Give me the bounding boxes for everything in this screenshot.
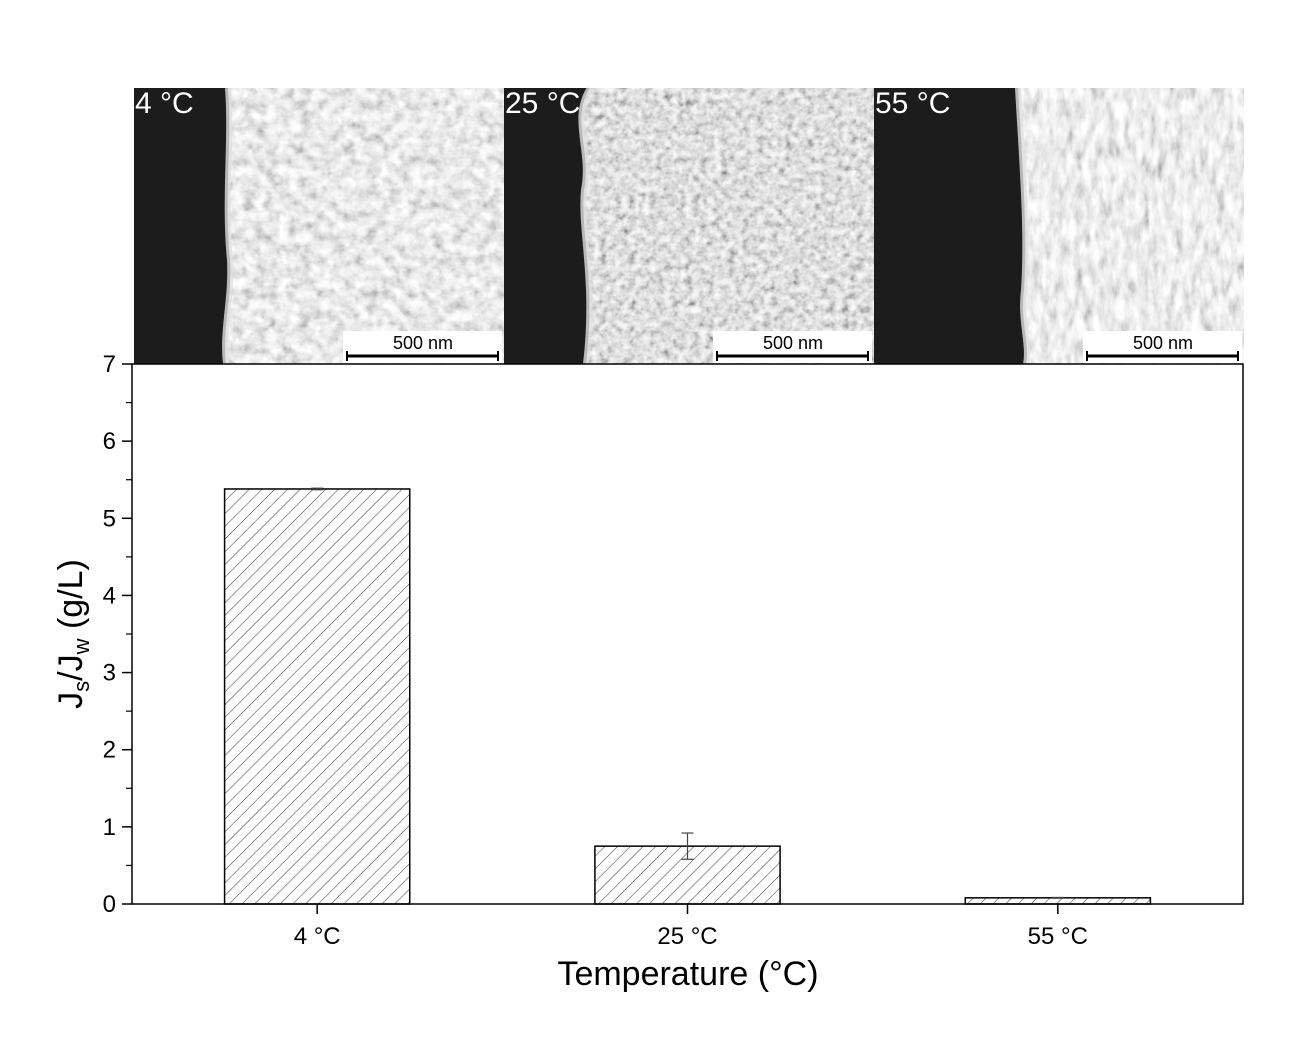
y-tick-label: 2 [103, 737, 116, 764]
micrograph-label: 25 °C [505, 87, 580, 120]
bars [223, 487, 1152, 905]
y-tick-label: 4 [103, 582, 116, 609]
bar [223, 488, 411, 905]
y-tick-label: 3 [103, 660, 116, 687]
bar-chart: 0 1 2 3 4 5 6 7 4 °C 25 °C 55 °C Temperature (°C)… [52, 351, 1244, 993]
x-tick-label: 55 °C [1028, 923, 1088, 950]
scale-bar-label: 500 nm [763, 333, 823, 353]
y-tick-label: 6 [103, 428, 116, 455]
membrane-edge [222, 87, 234, 365]
y-axis: 0 1 2 3 4 5 6 7 [103, 351, 132, 918]
micrograph-background [874, 88, 1027, 364]
x-axis-title: Temperature (°C) [557, 955, 818, 993]
membrane-edge [1015, 87, 1030, 365]
micrograph-panel: 55 °C 500 nm [874, 87, 1244, 365]
micrograph-panel: 4 °C 500 nm [134, 87, 504, 365]
y-tick-label: 7 [103, 351, 116, 378]
y-tick-label: 0 [103, 891, 116, 918]
x-tick-label: 25 °C [657, 923, 717, 950]
y-axis-title: Js/Jw (g/L) [52, 559, 94, 709]
membrane-edge [578, 86, 593, 365]
scale-bar-label: 500 nm [1133, 333, 1193, 353]
scale-bar-box [343, 331, 502, 363]
y-tick-label: 1 [103, 814, 116, 841]
x-tick-label: 4 °C [294, 923, 341, 950]
micrograph-panel: 25 °C 500 nm [504, 86, 874, 365]
scale-bar-box [1083, 331, 1242, 363]
micrograph-label: 4 °C [135, 87, 194, 120]
micrograph-background [504, 88, 590, 364]
scale-bar-label: 500 nm [393, 333, 453, 353]
micrograph-strip: 4 °C 500 nm 25 °C 500 nm 55 °C 500 nm [134, 86, 1244, 365]
y-tick-label: 5 [103, 505, 116, 532]
x-axis: 4 °C 25 °C 55 °C [294, 904, 1088, 950]
micrograph-background [134, 88, 231, 364]
scale-bar-box [713, 331, 872, 363]
micrograph-label: 55 °C [875, 87, 950, 120]
